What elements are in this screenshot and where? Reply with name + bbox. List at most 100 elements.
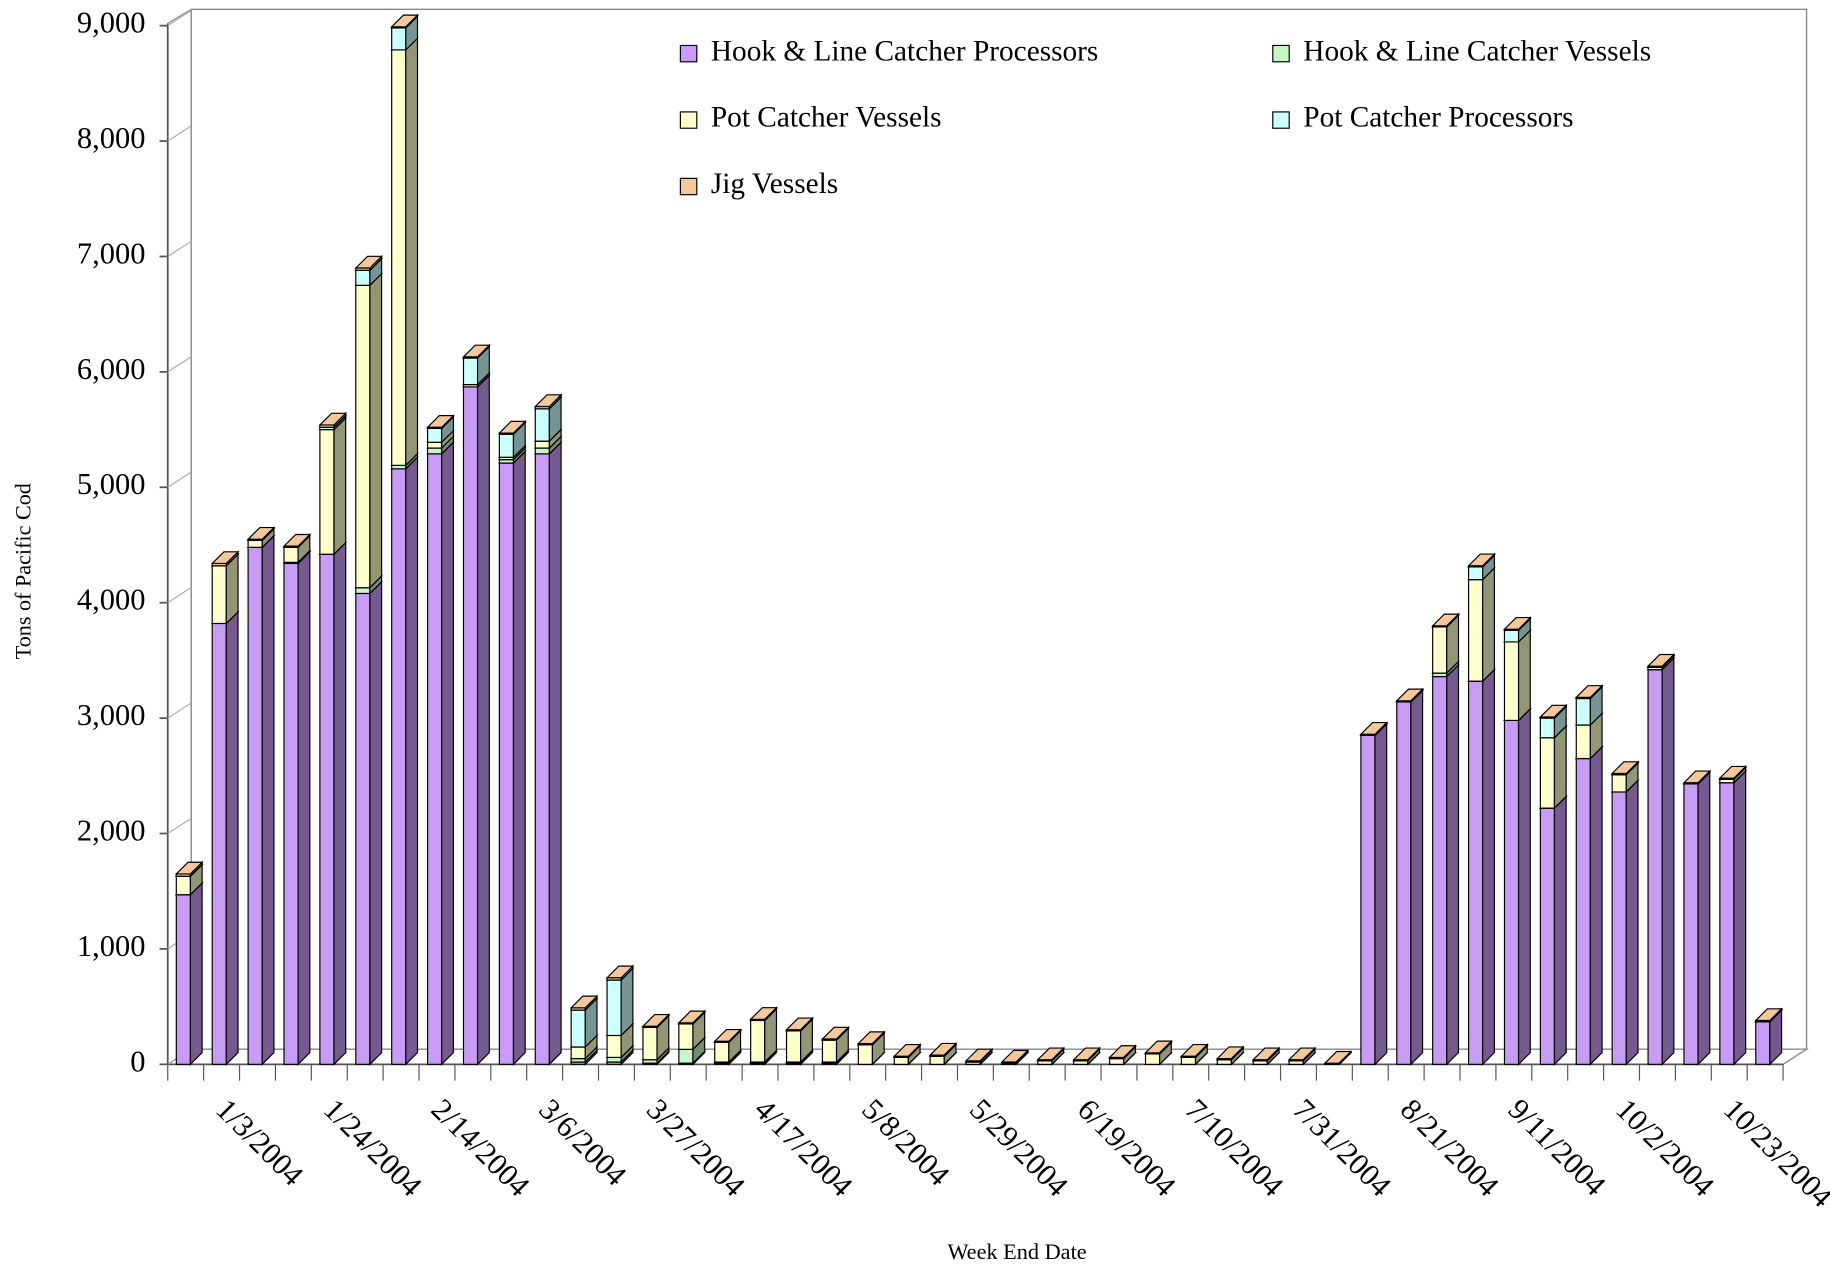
bar-segment xyxy=(641,1013,671,1029)
y-tick-label: 9,000 xyxy=(77,6,146,40)
bar-front xyxy=(1647,669,1663,1065)
legend-label: Hook & Line Catcher Processors xyxy=(711,35,1098,67)
bar-front xyxy=(1575,697,1591,726)
bar-front xyxy=(678,1023,694,1050)
bar-top xyxy=(1431,613,1460,627)
y-tick-label: 3,000 xyxy=(77,698,146,732)
y-tick-label: 2,000 xyxy=(77,814,146,848)
x-tick-label: 2/14/2004 xyxy=(425,1092,537,1203)
bar-top xyxy=(1215,1046,1245,1060)
bar-top xyxy=(1108,1045,1137,1058)
bar-segment xyxy=(1144,1039,1173,1056)
bar-front xyxy=(534,440,550,449)
bar-segment xyxy=(1574,745,1604,1066)
bar-front xyxy=(498,462,515,1065)
legend-label: Hook & Line Catcher Vessels xyxy=(1303,35,1651,67)
bar-front xyxy=(1539,737,1556,809)
y-axis-title: Tons of Pacific Cod xyxy=(10,483,35,659)
bar-segment xyxy=(1538,795,1568,1066)
bar-front xyxy=(857,1044,874,1065)
bar-side-shade xyxy=(1626,762,1638,792)
bar-top xyxy=(210,551,240,565)
bar-segment xyxy=(1682,770,1712,1066)
bar-segment xyxy=(1682,769,1712,786)
bar-top xyxy=(928,1042,958,1056)
bar-front xyxy=(355,592,371,1065)
x-tick-label: 9/11/2004 xyxy=(1502,1092,1613,1202)
bar-side-shade xyxy=(1159,1042,1172,1065)
bar-segment xyxy=(462,373,491,1066)
legend-label: Pot Catcher Vessels xyxy=(711,102,942,134)
bar-front xyxy=(427,453,443,1065)
bar-segment xyxy=(462,343,491,360)
x-tick-label: 6/19/2004 xyxy=(1071,1092,1183,1203)
bar-segment xyxy=(1610,760,1640,777)
bar-segment xyxy=(1287,1046,1317,1063)
x-axis-title: Week End Date xyxy=(947,1239,1086,1264)
bar-side-shade xyxy=(585,1046,597,1063)
bar-segment xyxy=(497,449,527,1066)
bar-segment xyxy=(856,1030,886,1047)
bar-front xyxy=(606,1056,622,1063)
bar-side-shade xyxy=(226,554,239,624)
bar-side-shade xyxy=(1733,771,1746,1065)
bar-side-shade xyxy=(1518,618,1531,642)
bar-side-shade xyxy=(1195,1045,1208,1065)
bar-side-shade xyxy=(441,436,454,454)
bar-top xyxy=(1323,1050,1353,1064)
y-tick-label: 8,000 xyxy=(77,121,146,155)
y-tick-back xyxy=(167,587,192,604)
bar-front xyxy=(606,979,622,1037)
x-tick-label: 3/27/2004 xyxy=(640,1092,752,1203)
bar-segment xyxy=(318,416,348,556)
bar-front xyxy=(1575,724,1591,760)
bar-side-shade xyxy=(585,1035,597,1059)
bar-segment xyxy=(1646,656,1676,1066)
bar-segment xyxy=(1503,616,1532,632)
bar-side-shade xyxy=(657,1048,669,1064)
bar-top xyxy=(390,14,419,28)
bar-front xyxy=(1755,1021,1771,1065)
bar-segment xyxy=(1431,612,1460,629)
bar-segment xyxy=(1718,769,1748,1066)
bar-side-shade xyxy=(262,535,274,1065)
bar-side-shade xyxy=(333,417,346,555)
bar-side-shade xyxy=(1303,1049,1315,1065)
x-tick-label: 1/24/2004 xyxy=(317,1092,429,1203)
bar-front xyxy=(534,453,550,1065)
bar-segment xyxy=(713,1028,742,1044)
bar-segment xyxy=(282,533,312,549)
bar-side-shade xyxy=(1123,1046,1136,1065)
bar-side-shade xyxy=(549,436,562,454)
bar-front xyxy=(391,27,407,51)
bar-front xyxy=(355,269,371,286)
bar-side-shade xyxy=(764,1008,777,1063)
bar-front xyxy=(1432,626,1448,674)
bar-segment xyxy=(1503,628,1532,722)
bar-front xyxy=(391,468,407,1065)
bar-top xyxy=(713,1029,742,1042)
legend-label: Jig Vessels xyxy=(711,168,838,200)
bar-front xyxy=(427,427,443,443)
bar-top xyxy=(533,394,563,408)
bar-side-shade xyxy=(1482,567,1495,682)
bar-front xyxy=(821,1039,838,1063)
bar-segment xyxy=(533,440,563,1066)
bar-side-shade xyxy=(441,442,454,1065)
bar-segment xyxy=(318,541,348,1066)
bar-side-shade xyxy=(405,16,418,50)
bar-side-shade xyxy=(1410,690,1423,1065)
y-tick-back xyxy=(167,471,192,488)
bar-segment xyxy=(821,1025,850,1042)
bar-side-shade xyxy=(405,457,418,1065)
bar-front xyxy=(1575,757,1591,1065)
bar-segment xyxy=(497,419,527,436)
bar-top xyxy=(892,1044,922,1057)
bar-front xyxy=(785,1030,802,1063)
bar-top xyxy=(174,861,204,875)
bar-top xyxy=(1646,653,1676,667)
bar-top xyxy=(282,533,312,547)
bar-front xyxy=(462,386,479,1065)
bar-top xyxy=(1610,761,1640,775)
